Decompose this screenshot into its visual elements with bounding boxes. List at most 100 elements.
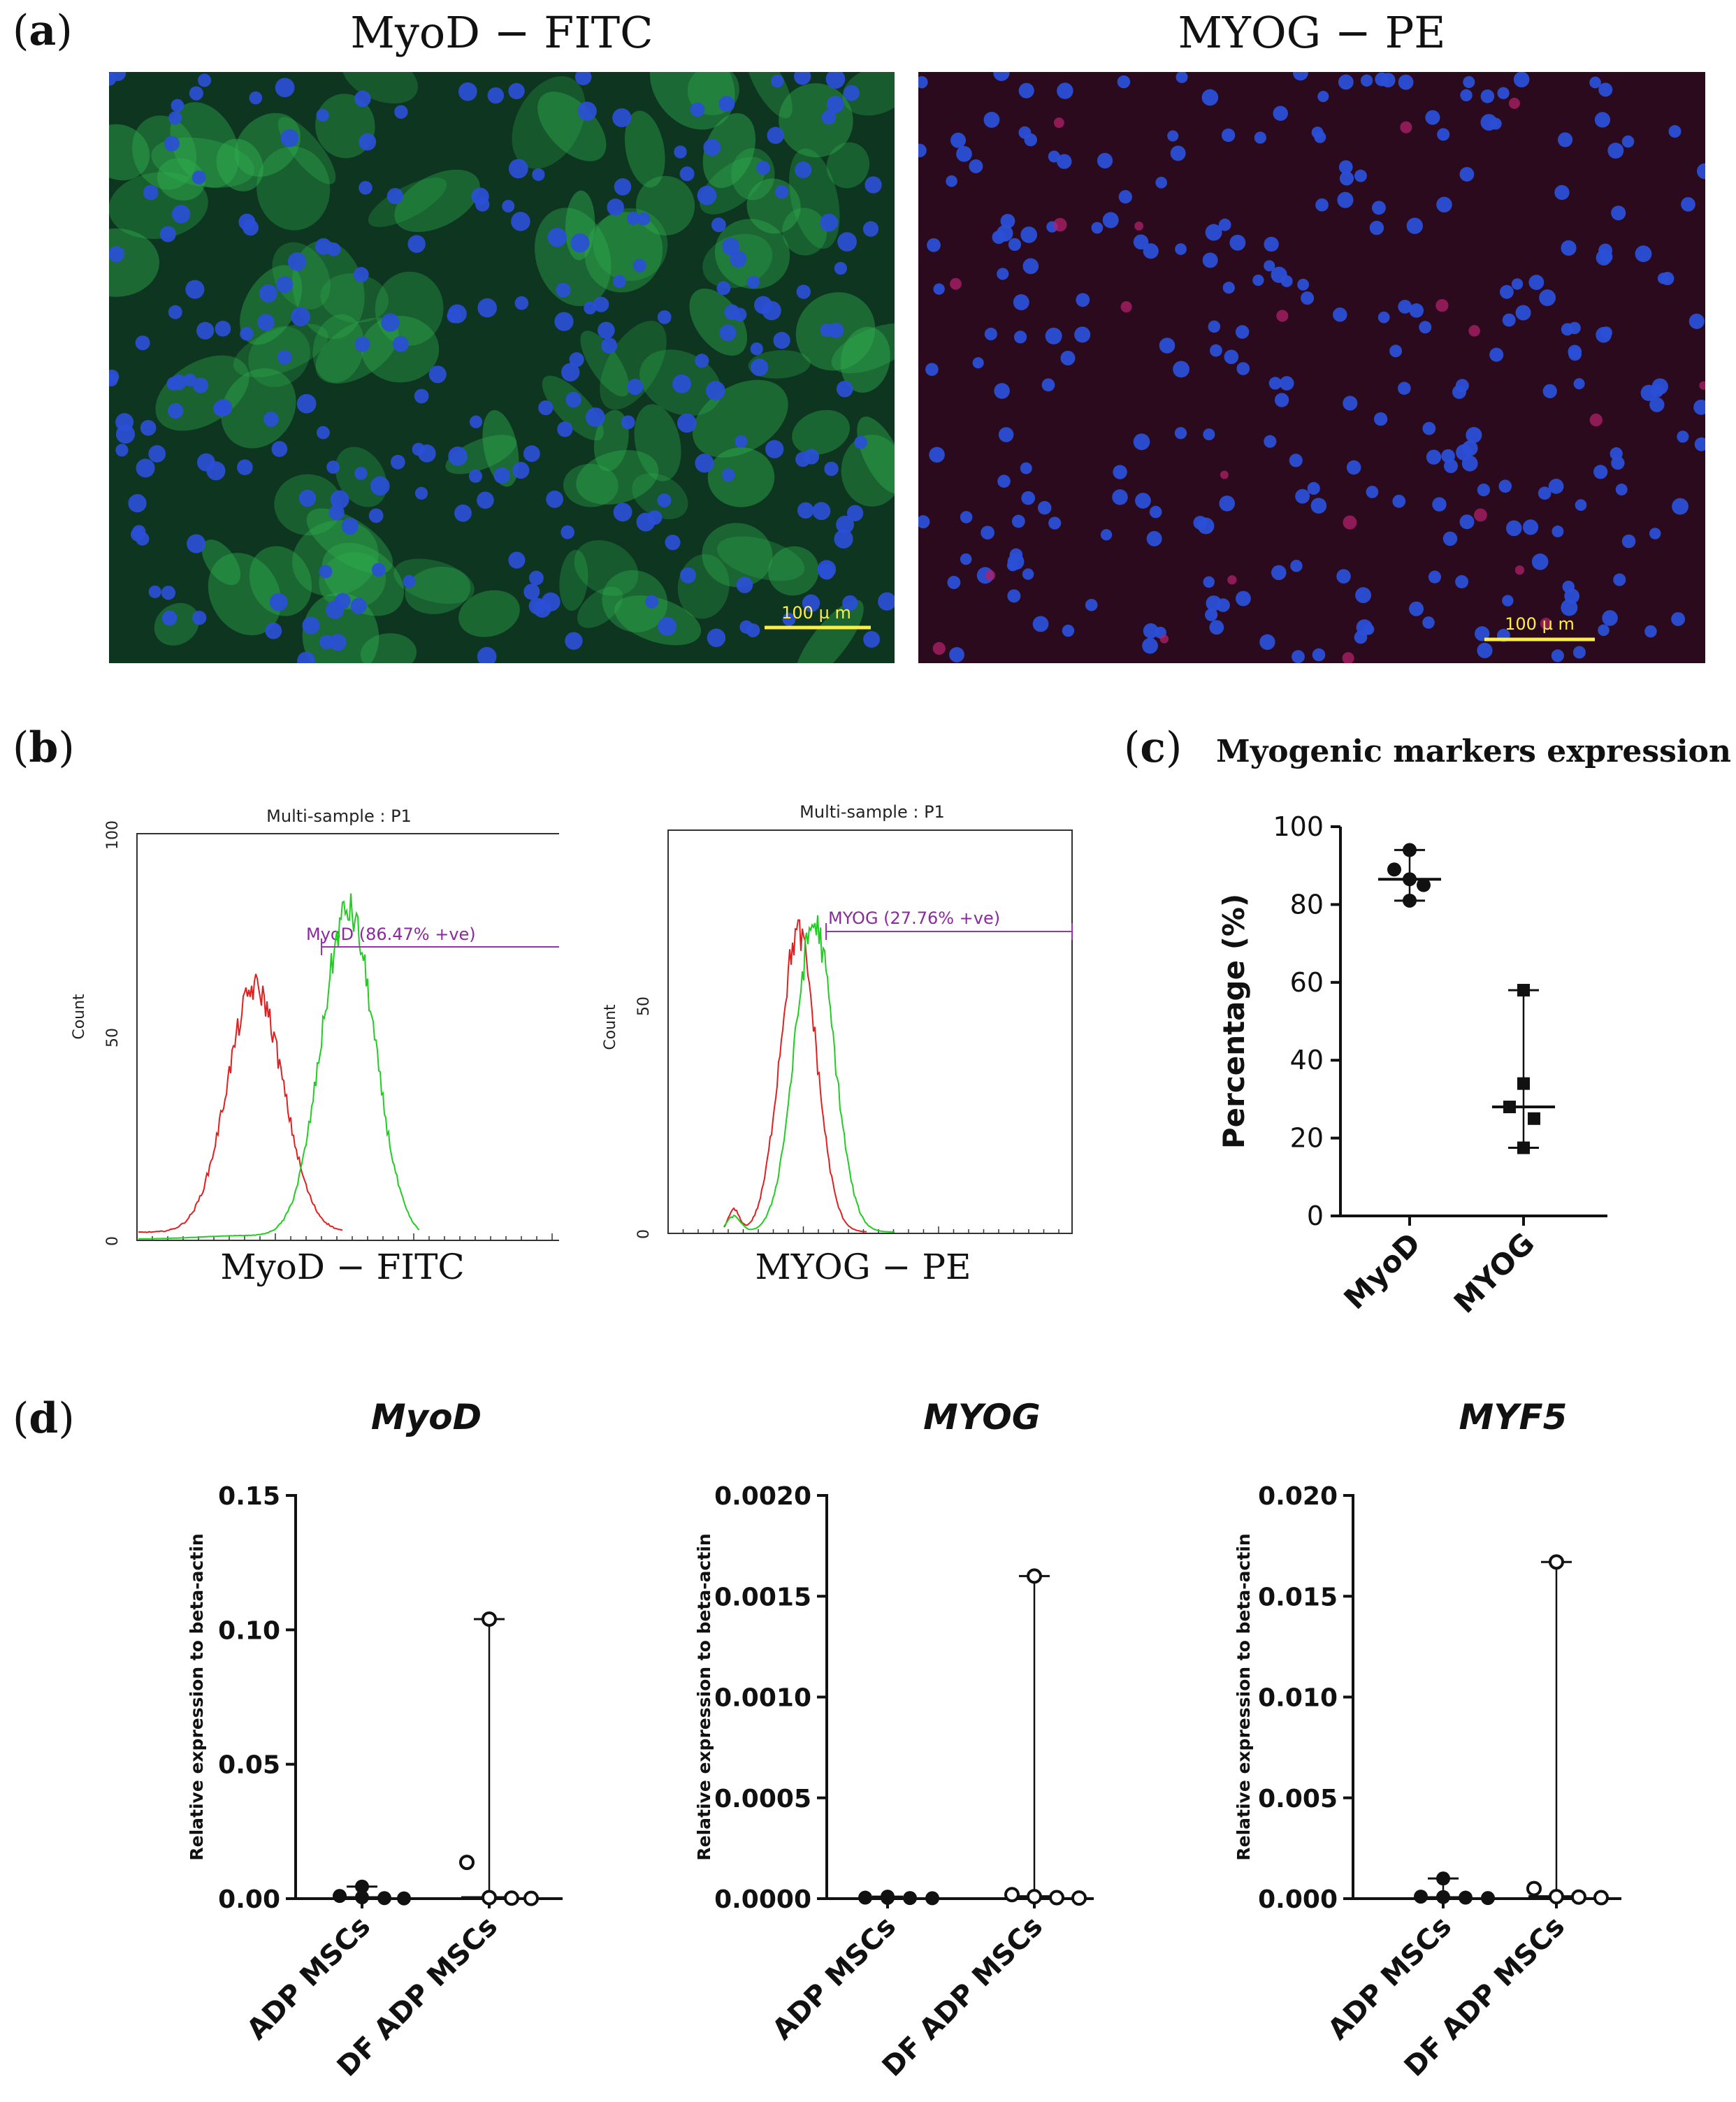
nucleus [993, 72, 1010, 81]
nucleus [414, 486, 428, 500]
data-point [1403, 893, 1417, 908]
fitc-cytoplasm [702, 523, 773, 588]
nucleus [1554, 184, 1570, 201]
nucleus [679, 567, 696, 584]
fitc-cytoplasm [593, 208, 668, 281]
data-point [355, 1890, 369, 1905]
flow-left-ylabel: Count [71, 994, 88, 1040]
nucleus [185, 280, 205, 299]
nucleus [756, 161, 771, 175]
fitc-cytoplasm [707, 447, 775, 507]
nucleus [1009, 548, 1023, 562]
fitc-cytoplasm [624, 110, 665, 188]
nucleus [1366, 486, 1379, 498]
data-point [925, 1891, 939, 1906]
data-point [377, 1891, 391, 1906]
nucleus [730, 250, 747, 268]
nucleus [1208, 320, 1221, 333]
flow-right-gate-label: MYOG (27.76% +ve) [828, 908, 1000, 928]
nucleus [1463, 75, 1475, 88]
nucleus [1209, 620, 1224, 635]
nucleus [637, 212, 651, 226]
fitc-cytoplasm [574, 540, 639, 596]
nucleus [1489, 117, 1502, 130]
nucleus [487, 87, 505, 104]
nucleus [716, 281, 731, 296]
nucleus [508, 159, 528, 179]
nucleus [1203, 576, 1215, 588]
nucleus [477, 491, 494, 509]
nucleus [586, 407, 605, 427]
flow-right-header: Multi-sample : P1 [800, 802, 945, 822]
fitc-cytoplasm [312, 314, 365, 383]
nucleus [354, 336, 370, 352]
y-tick-label: 0.000 [1258, 1885, 1338, 1914]
nucleus [528, 570, 544, 586]
panel-a-label: (a) [13, 6, 73, 55]
nucleus [574, 72, 592, 86]
scale-bar-label: 100 µ m [1505, 614, 1575, 634]
nucleus [1409, 601, 1424, 616]
fitc-cytoplasm [635, 175, 695, 235]
nucleus [189, 86, 203, 101]
nucleus [1594, 112, 1611, 128]
pe-positive-nucleus [950, 277, 962, 290]
nucleus [1598, 82, 1613, 97]
nucleus [672, 374, 691, 393]
nucleus [1531, 553, 1549, 570]
nucleus [192, 377, 209, 393]
nucleus [168, 305, 182, 319]
nucleus [135, 532, 150, 546]
nucleus [613, 275, 626, 289]
nucleus [1377, 311, 1390, 324]
nucleus [275, 78, 295, 98]
nucleus [115, 444, 129, 457]
nucleus [168, 111, 182, 125]
nucleus [1307, 481, 1320, 495]
nucleus [316, 108, 329, 122]
nucleus [1235, 325, 1250, 339]
nucleus [751, 358, 769, 377]
fitc-cytoplasm [234, 113, 301, 177]
nucleus [1561, 323, 1574, 336]
nucleus [1175, 243, 1187, 255]
nucleus [1060, 350, 1076, 365]
nucleus [927, 238, 941, 252]
nucleus [949, 646, 964, 662]
nucleus [1589, 76, 1601, 89]
nucleus [1142, 637, 1158, 654]
nucleus [570, 233, 590, 253]
nucleus [950, 132, 967, 148]
nucleus [1575, 499, 1587, 512]
nucleus [844, 85, 860, 101]
nucleus [109, 369, 120, 384]
nucleus [386, 187, 404, 205]
nucleus [1499, 284, 1514, 299]
nucleus [298, 489, 317, 507]
fitc-cytoplasm [714, 219, 790, 289]
nucleus [1292, 650, 1305, 663]
nucleus [918, 515, 930, 529]
nucleus [1155, 176, 1168, 189]
nucleus [1398, 382, 1411, 396]
fitc-cytoplasm [602, 570, 668, 632]
nucleus [1505, 520, 1522, 537]
nucleus [750, 342, 763, 356]
nucleus [1167, 130, 1179, 142]
y-tick-label: 0.010 [1258, 1684, 1338, 1713]
nucleus [1497, 87, 1510, 99]
data-point [1459, 1890, 1473, 1905]
nucleus [674, 145, 687, 159]
nucleus [719, 324, 737, 342]
nucleus [1173, 361, 1189, 378]
nucleus [1672, 498, 1688, 515]
nucleus [1398, 300, 1412, 314]
fitc-cytoplasm [600, 321, 667, 410]
nucleus [1442, 531, 1458, 546]
nucleus [1688, 313, 1705, 329]
nucleus [1607, 143, 1624, 159]
nucleus [1671, 611, 1686, 626]
nucleus [821, 110, 837, 125]
nucleus [824, 461, 839, 477]
pe-positive-nucleus [1540, 618, 1552, 630]
